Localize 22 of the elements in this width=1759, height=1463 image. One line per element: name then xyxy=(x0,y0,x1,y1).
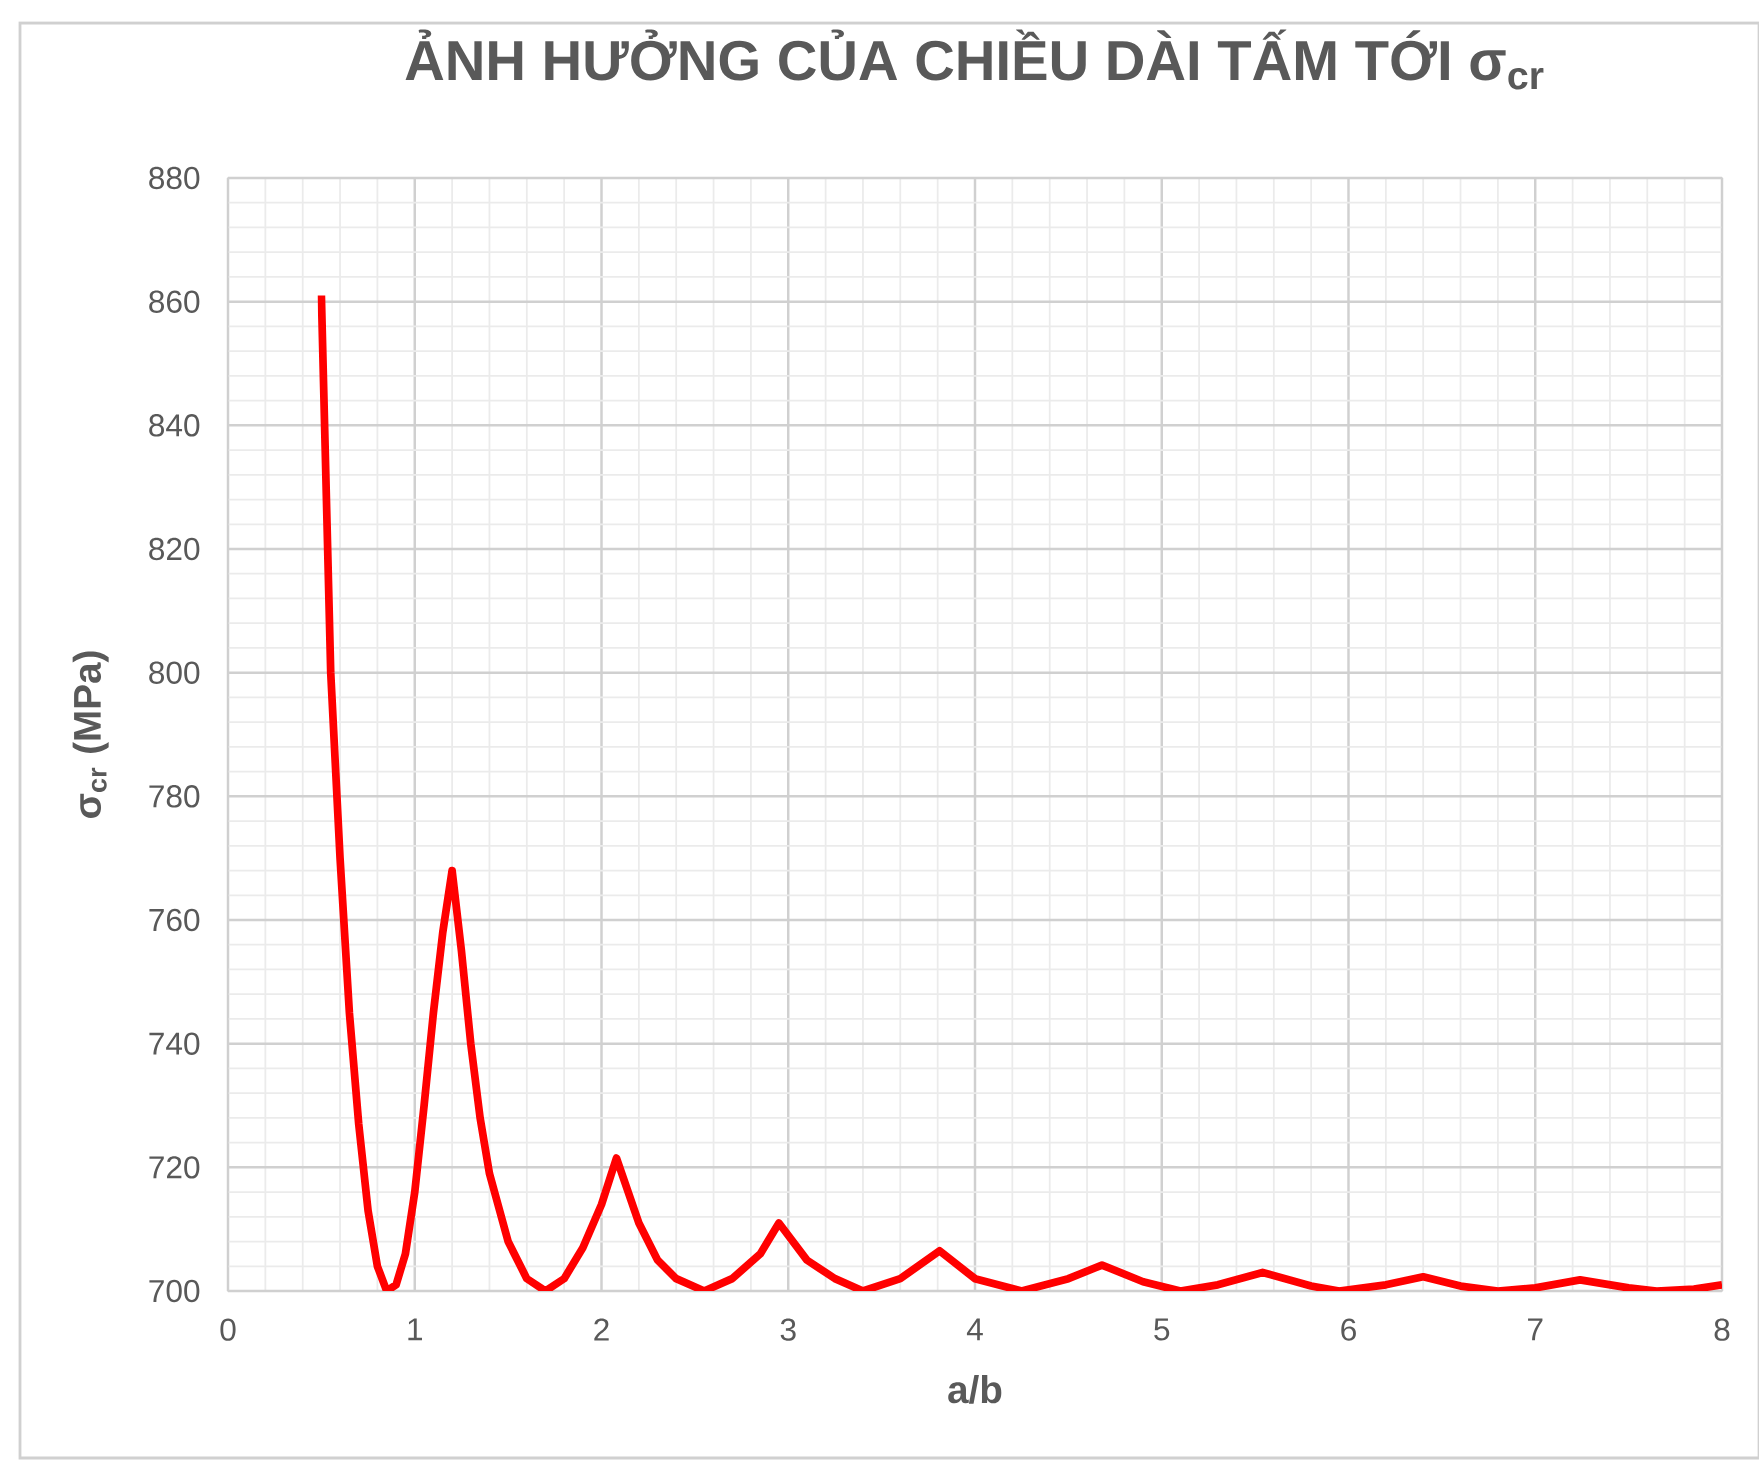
x-tick-label: 2 xyxy=(594,1318,609,1341)
chart-title: ẢNH HƯỞNG CỦA CHIỀU DÀI TẤM TỚI σ$_{cr}$ xyxy=(405,29,1544,90)
y-axis-title: σ$_{cr}$ (MPa) xyxy=(72,651,109,818)
x-tick-label: 3 xyxy=(780,1318,796,1341)
y-tick-label: 760 xyxy=(149,908,200,932)
y-tick-label: 720 xyxy=(149,1156,200,1179)
x-tick-label: 6 xyxy=(1341,1318,1356,1341)
x-tick-label: 0 xyxy=(220,1318,236,1341)
x-tick-label: 5 xyxy=(1154,1318,1170,1341)
y-tick-label: 840 xyxy=(149,414,200,437)
y-tick-label: 800 xyxy=(149,661,200,684)
x-tick-label: 7 xyxy=(1528,1318,1543,1341)
x-tick-label: 8 xyxy=(1714,1318,1730,1341)
y-tick-label: 820 xyxy=(149,537,200,561)
x-axis-title: a/b xyxy=(948,1374,1002,1404)
y-tick-label: 700 xyxy=(149,1279,200,1303)
y-tick-label: 740 xyxy=(149,1032,200,1055)
x-tick-label: 1 xyxy=(408,1318,422,1341)
y-tick-label: 860 xyxy=(149,290,200,313)
y-tick-label: 880 xyxy=(149,166,200,190)
y-tick-label: 780 xyxy=(149,785,200,808)
x-tick-label: 4 xyxy=(966,1318,983,1341)
